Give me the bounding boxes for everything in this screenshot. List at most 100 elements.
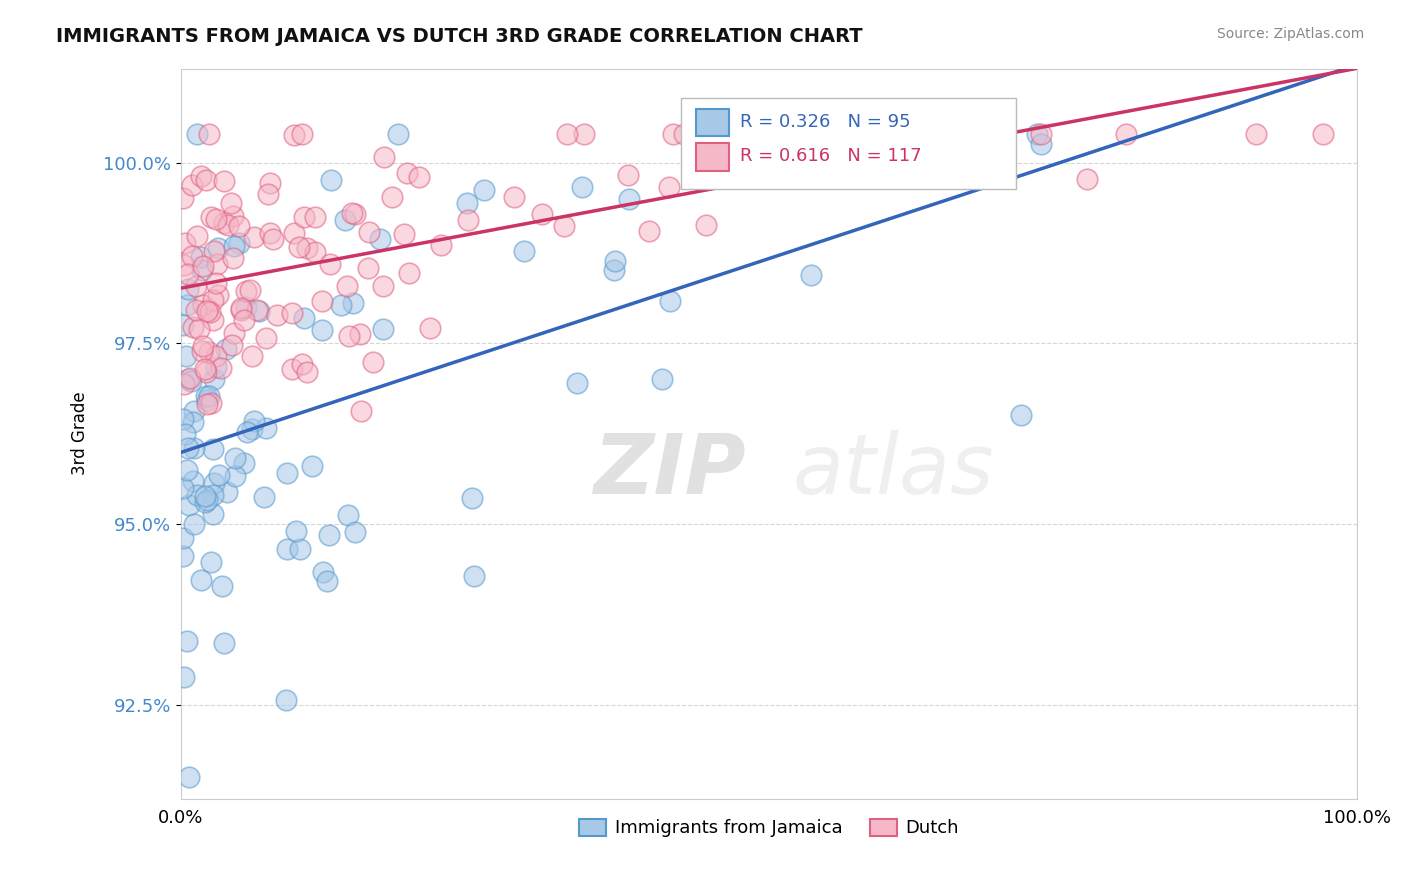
Point [195, 493, 218, 508]
Point [235, 300, 257, 314]
Point [340, 206, 363, 220]
Point [239, 283, 262, 297]
Point [673, 127, 696, 141]
Point [195, 304, 218, 318]
Point [204, 277, 226, 291]
Text: R = 0.616   N = 117: R = 0.616 N = 117 [740, 147, 921, 165]
Point [318, 527, 340, 541]
Point [207, 241, 229, 255]
Point [361, 355, 384, 369]
Point [172, 549, 194, 564]
Point [513, 244, 536, 259]
Point [198, 305, 221, 319]
Point [172, 532, 194, 546]
Point [253, 490, 276, 504]
Point [311, 323, 333, 337]
Text: ZIP: ZIP [593, 430, 745, 511]
Point [181, 320, 204, 334]
Point [659, 294, 682, 309]
Point [183, 442, 205, 456]
Point [217, 485, 239, 500]
Point [177, 371, 200, 385]
Point [259, 176, 281, 190]
Point [461, 491, 484, 505]
Point [312, 565, 335, 579]
Point [180, 374, 202, 388]
Point [616, 168, 638, 182]
Point [229, 301, 252, 315]
Point [194, 365, 217, 379]
Point [224, 238, 246, 252]
Point [228, 219, 250, 234]
Point [603, 254, 626, 268]
Point [191, 260, 214, 274]
Point [179, 498, 201, 512]
Legend: Immigrants from Jamaica, Dutch: Immigrants from Jamaica, Dutch [571, 812, 966, 845]
Y-axis label: 3rd Grade: 3rd Grade [72, 392, 89, 475]
Point [335, 213, 357, 227]
Point [294, 310, 316, 325]
FancyBboxPatch shape [681, 98, 1017, 189]
Point [832, 167, 855, 181]
Point [567, 376, 589, 390]
Point [243, 229, 266, 244]
Point [177, 282, 200, 296]
Point [198, 345, 221, 359]
Point [186, 229, 208, 244]
Point [173, 377, 195, 392]
Point [571, 179, 593, 194]
Point [408, 170, 430, 185]
Point [194, 489, 217, 503]
Point [195, 392, 218, 407]
Point [395, 166, 418, 180]
Point [357, 260, 380, 275]
Point [337, 328, 360, 343]
Point [429, 237, 451, 252]
Point [183, 517, 205, 532]
Point [1029, 136, 1052, 151]
Point [304, 211, 326, 225]
Point [737, 168, 759, 182]
Point [572, 127, 595, 141]
Point [243, 414, 266, 428]
Point [219, 195, 242, 210]
Point [187, 322, 209, 336]
Point [456, 196, 478, 211]
Point [387, 127, 409, 141]
Point [257, 186, 280, 201]
Point [222, 210, 245, 224]
Point [183, 403, 205, 417]
Point [304, 244, 326, 259]
Point [212, 174, 235, 188]
Point [191, 339, 214, 353]
Point [692, 139, 714, 153]
Point [502, 190, 524, 204]
Point [1031, 127, 1053, 141]
Point [281, 362, 304, 376]
Point [283, 128, 305, 143]
Point [224, 450, 246, 465]
Point [195, 388, 218, 402]
Point [319, 172, 342, 186]
Point [1076, 172, 1098, 186]
Point [208, 468, 231, 483]
Point [1115, 127, 1137, 141]
Point [246, 303, 269, 318]
Point [174, 426, 197, 441]
Point [714, 127, 737, 141]
Point [956, 127, 979, 141]
Point [337, 508, 360, 522]
Point [800, 268, 823, 282]
Point [215, 343, 238, 357]
Point [184, 303, 207, 318]
Point [463, 569, 485, 583]
Point [283, 226, 305, 240]
Point [224, 326, 246, 340]
Point [202, 312, 225, 326]
Point [301, 459, 323, 474]
Point [202, 442, 225, 457]
Point [1010, 408, 1032, 422]
Point [233, 313, 256, 327]
Point [688, 127, 710, 141]
Point [254, 421, 277, 435]
